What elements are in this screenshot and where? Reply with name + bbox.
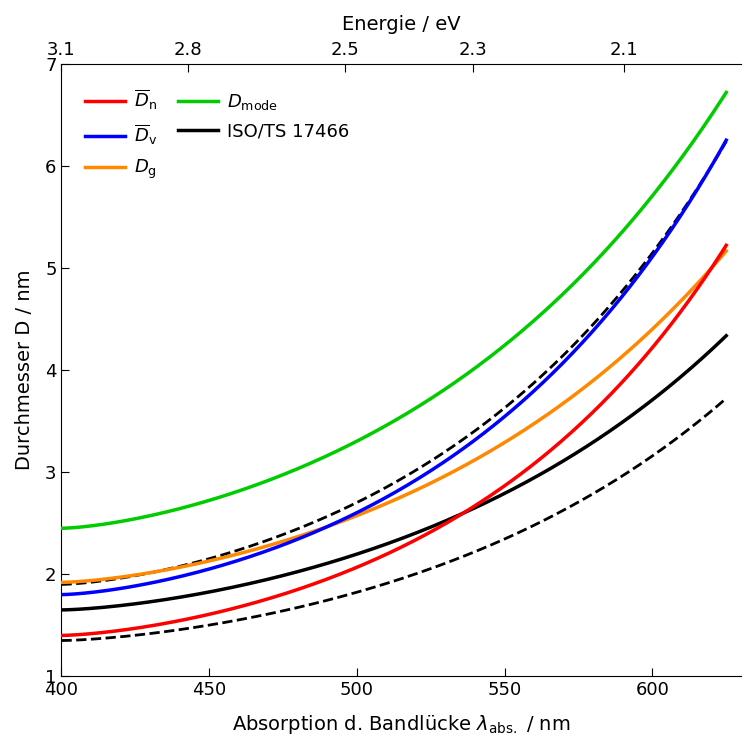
Y-axis label: Durchmesser D / nm: Durchmesser D / nm [15, 270, 34, 470]
Legend: $\overline{D}_\mathrm{n}$, $\overline{D}_\mathrm{v}$, $D_\mathrm{g}$, $D_\mathrm: $\overline{D}_\mathrm{n}$, $\overline{D}… [76, 78, 358, 190]
X-axis label: Absorption d. Bandlücke $\lambda_\mathrm{abs.}$ / nm: Absorption d. Bandlücke $\lambda_\mathrm… [232, 713, 571, 736]
X-axis label: Energie / eV: Energie / eV [342, 15, 460, 34]
